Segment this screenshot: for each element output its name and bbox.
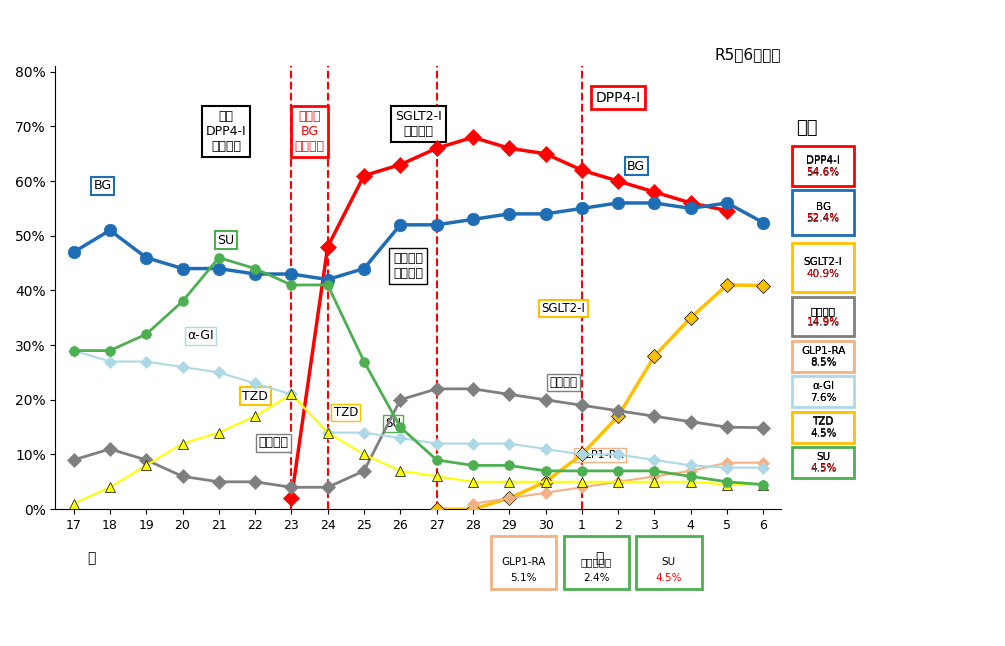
Text: DPP4-I: DPP4-I <box>596 90 640 105</box>
Text: 54.6%: 54.6% <box>807 167 840 178</box>
Text: TZD: TZD <box>334 406 358 419</box>
Text: 40.9%: 40.9% <box>807 269 840 280</box>
Text: グリニド
14.9%: グリニド 14.9% <box>807 306 840 328</box>
Text: 4.5%: 4.5% <box>810 464 836 474</box>
Text: GLP1-RA: GLP1-RA <box>801 346 845 356</box>
FancyBboxPatch shape <box>564 536 629 589</box>
Text: 4.5%: 4.5% <box>810 429 836 439</box>
Text: 2.4%: 2.4% <box>583 573 610 583</box>
Text: グリニド: グリニド <box>811 306 836 316</box>
Text: 平: 平 <box>87 551 95 565</box>
FancyBboxPatch shape <box>792 297 854 337</box>
Text: 4.5%: 4.5% <box>655 573 682 583</box>
FancyBboxPatch shape <box>792 447 854 478</box>
Text: GLP1-RA: GLP1-RA <box>501 557 546 567</box>
FancyBboxPatch shape <box>792 412 854 443</box>
Text: 令: 令 <box>596 551 604 565</box>
Text: GLP1-RA
8.5%: GLP1-RA 8.5% <box>801 346 845 367</box>
Text: TZD
4.5%: TZD 4.5% <box>810 417 836 438</box>
FancyBboxPatch shape <box>636 536 701 589</box>
Text: SGLT2-I
投与開始: SGLT2-I 投与開始 <box>395 110 442 138</box>
Text: BG: BG <box>627 160 645 173</box>
Text: GLP1-RA: GLP1-RA <box>576 450 624 460</box>
Text: SU: SU <box>217 234 234 247</box>
Text: 14.9%: 14.9% <box>807 318 840 328</box>
Text: 8.5%: 8.5% <box>810 358 836 368</box>
Text: BG
52.4%: BG 52.4% <box>807 202 840 224</box>
Text: SGLT2-I: SGLT2-I <box>804 258 842 267</box>
Text: α-GI: α-GI <box>187 329 214 342</box>
FancyBboxPatch shape <box>792 376 854 407</box>
Text: 順位: 順位 <box>796 120 817 138</box>
FancyBboxPatch shape <box>792 146 854 186</box>
Text: SU
4.5%: SU 4.5% <box>810 452 836 474</box>
Text: α-GI
7.6%: α-GI 7.6% <box>810 381 836 402</box>
Text: 5.1%: 5.1% <box>511 573 537 583</box>
FancyBboxPatch shape <box>792 191 854 234</box>
Text: SGLT2-I
40.9%: SGLT2-I 40.9% <box>804 257 842 278</box>
Text: 各種薬剤
併用可能: 各種薬剤 併用可能 <box>393 252 423 280</box>
Text: DPP4-I: DPP4-I <box>806 156 840 165</box>
Text: TZD: TZD <box>242 390 268 402</box>
Text: グリニド: グリニド <box>258 436 288 449</box>
Text: BG: BG <box>93 179 112 192</box>
Text: α-GI: α-GI <box>812 382 834 391</box>
Text: ツイミーグ: ツイミーグ <box>581 557 612 567</box>
Text: SU: SU <box>816 452 830 463</box>
Text: SGLT2-I: SGLT2-I <box>542 302 586 315</box>
Text: DPP4-I
54.6%: DPP4-I 54.6% <box>806 155 840 177</box>
FancyBboxPatch shape <box>792 244 854 292</box>
Text: SU: SU <box>385 417 401 430</box>
Text: グリニド: グリニド <box>550 376 578 389</box>
Text: 当院
DPP4-I
投与開始: 当院 DPP4-I 投与開始 <box>206 110 246 153</box>
FancyBboxPatch shape <box>792 341 854 372</box>
Text: BG: BG <box>816 202 831 212</box>
FancyBboxPatch shape <box>491 536 557 589</box>
Text: 高用量
BG
投与開始: 高用量 BG 投与開始 <box>294 110 325 153</box>
Text: 7.6%: 7.6% <box>810 393 836 404</box>
Text: SU: SU <box>662 557 676 567</box>
Text: R5年6月現在: R5年6月現在 <box>715 47 782 62</box>
Text: 52.4%: 52.4% <box>807 214 840 224</box>
Text: TZD: TZD <box>812 417 834 427</box>
